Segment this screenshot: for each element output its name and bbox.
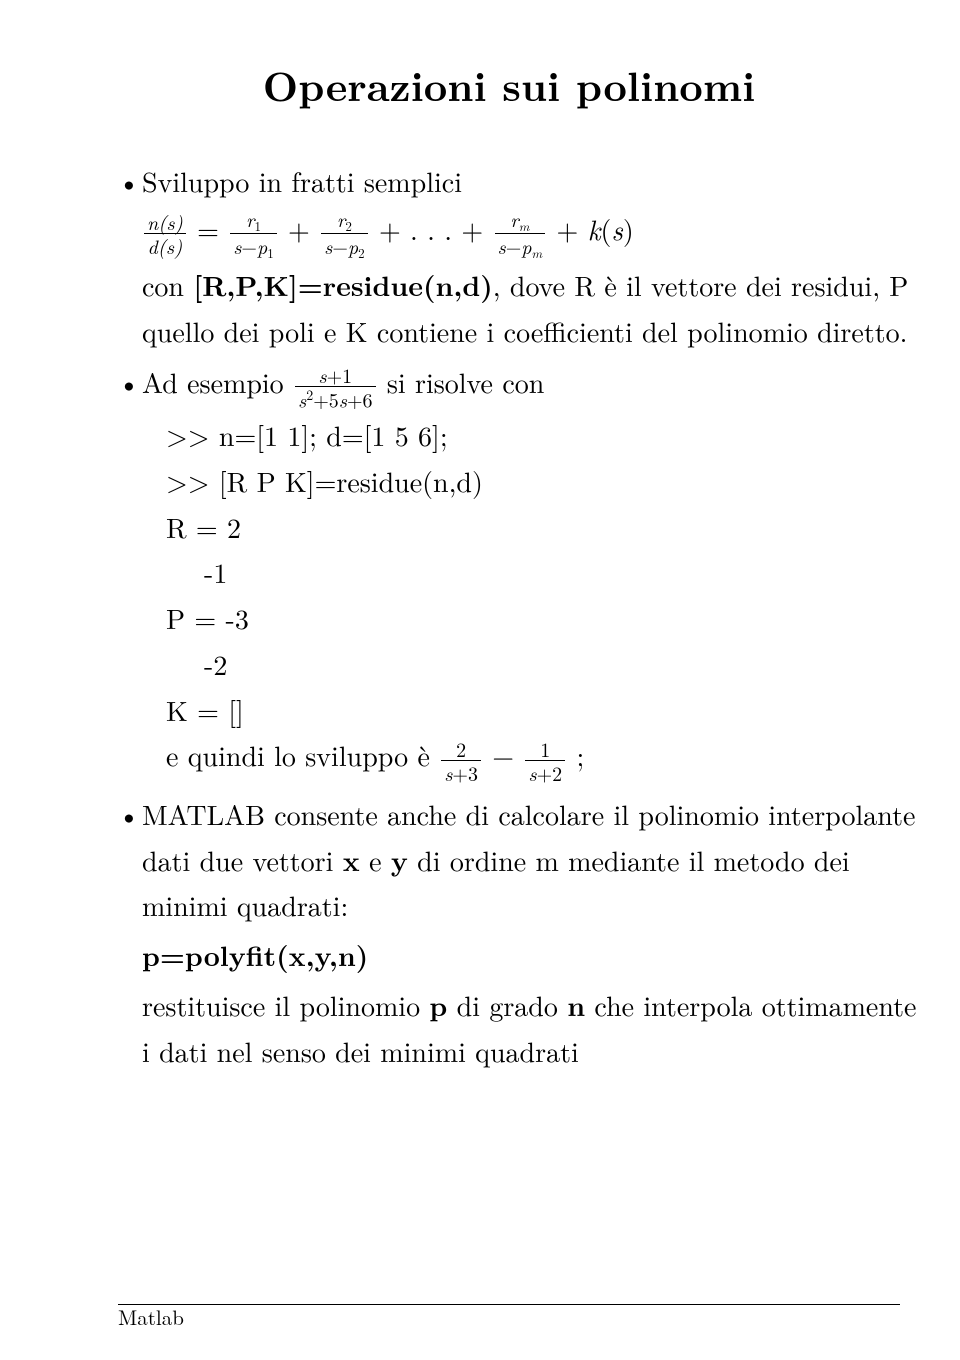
- page: Operazioni sui polinomi Sviluppo in frat…: [0, 0, 960, 1360]
- page-title: Operazioni sui polinomi: [118, 56, 900, 114]
- bullet-1: Sviluppo in fratti semplici n(s) d(s) = …: [118, 162, 900, 351]
- digrado: di grado: [447, 985, 567, 1025]
- frac-r2: r2 s−p2: [321, 208, 367, 260]
- plus-1: +: [288, 209, 319, 249]
- n-bold: n: [567, 985, 585, 1025]
- bullet-3-line5: i dati nel senso dei minimi quadrati: [142, 1032, 900, 1072]
- polyfit-bold: p=polyfit(x,y,n): [142, 935, 368, 975]
- frac-r1: r1 s−p1: [230, 208, 276, 260]
- bullet-1-line2: con [R,P,K]=residue(n,d), dove R è il ve…: [142, 266, 900, 306]
- matlab-line-7: K = []: [166, 691, 900, 731]
- matlab-line-4: -1: [204, 553, 900, 593]
- interpola: che interpola ottimamente: [585, 985, 916, 1025]
- matlab-line-6: -2: [204, 645, 900, 685]
- residue-cmd: [R,P,K]=residue(n,d): [193, 265, 492, 305]
- frac-ex: s+1 s2+5s+6: [295, 364, 376, 410]
- frac-rm: rm s−pm: [495, 208, 546, 260]
- sirisolve: si risolve con: [387, 362, 544, 402]
- bullet-1-line1: Sviluppo in fratti semplici: [142, 162, 900, 202]
- frac-2-s3: 2 s+3: [441, 738, 481, 783]
- polyfit-cmd: p=polyfit(x,y,n): [142, 936, 900, 976]
- matlab-line-5: P = -3: [166, 599, 900, 639]
- ordine-text: di ordine m mediante il metodo dei: [408, 840, 850, 880]
- matlab-line-2: >> [R P K]=residue(n,d): [166, 462, 900, 502]
- bullet-2: Ad esempio s+1 s2+5s+6 si risolve con >>…: [118, 363, 900, 783]
- minus: −: [492, 735, 523, 775]
- bullet-3-line3: minimi quadrati:: [142, 886, 900, 926]
- dove-text: , dove R è il vettore dei residui, P: [493, 265, 909, 305]
- matlab-line-3: R = 2: [166, 508, 900, 548]
- bullet-3-line4: restituisce il polinomio p di grado n ch…: [142, 986, 900, 1026]
- equindi: e quindi lo sviluppo è: [166, 735, 439, 775]
- adesempio: Ad esempio: [142, 362, 293, 402]
- p-bold: p: [429, 985, 447, 1025]
- y-bold: y: [391, 840, 408, 880]
- bullet-2-line-sviluppo: e quindi lo sviluppo è 2 s+3 − 1 s+2 ;: [166, 736, 900, 782]
- equals: =: [197, 209, 228, 249]
- bullet-3-line2: dati due vettori x e y di ordine m media…: [142, 841, 900, 881]
- e-text: e: [360, 840, 391, 880]
- bullet-2-line1: Ad esempio s+1 s2+5s+6 si risolve con: [142, 363, 900, 410]
- footer-text: Matlab: [118, 1302, 184, 1332]
- semicolon: ;: [576, 735, 584, 775]
- bullet-1-equation: n(s) d(s) = r1 s−p1 + r2 s−p2 + . . . + …: [142, 208, 900, 260]
- bullet-1-line3: quello dei poli e K contiene i coefficie…: [142, 312, 900, 352]
- d-of-s: d(s): [148, 231, 183, 260]
- matlab-line-1: >> n=[1 1]; d=[1 5 6];: [166, 416, 900, 456]
- dots: + . . . +: [379, 209, 483, 249]
- x-bold: x: [343, 840, 360, 880]
- bullet-3: MATLAB consente anche di calcolare il po…: [118, 795, 900, 1072]
- frac-1-s2: 1 s+2: [525, 738, 565, 783]
- con-text: con: [142, 265, 193, 305]
- dati-text: dati due vettori: [142, 840, 343, 880]
- footer-rule: [118, 1304, 900, 1305]
- bullet-3-line1: MATLAB consente anche di calcolare il po…: [142, 795, 900, 835]
- restituisce: restituisce il polinomio: [142, 985, 429, 1025]
- plus-ks: + k(s): [556, 209, 633, 249]
- frac-nsds: n(s) d(s): [144, 211, 186, 256]
